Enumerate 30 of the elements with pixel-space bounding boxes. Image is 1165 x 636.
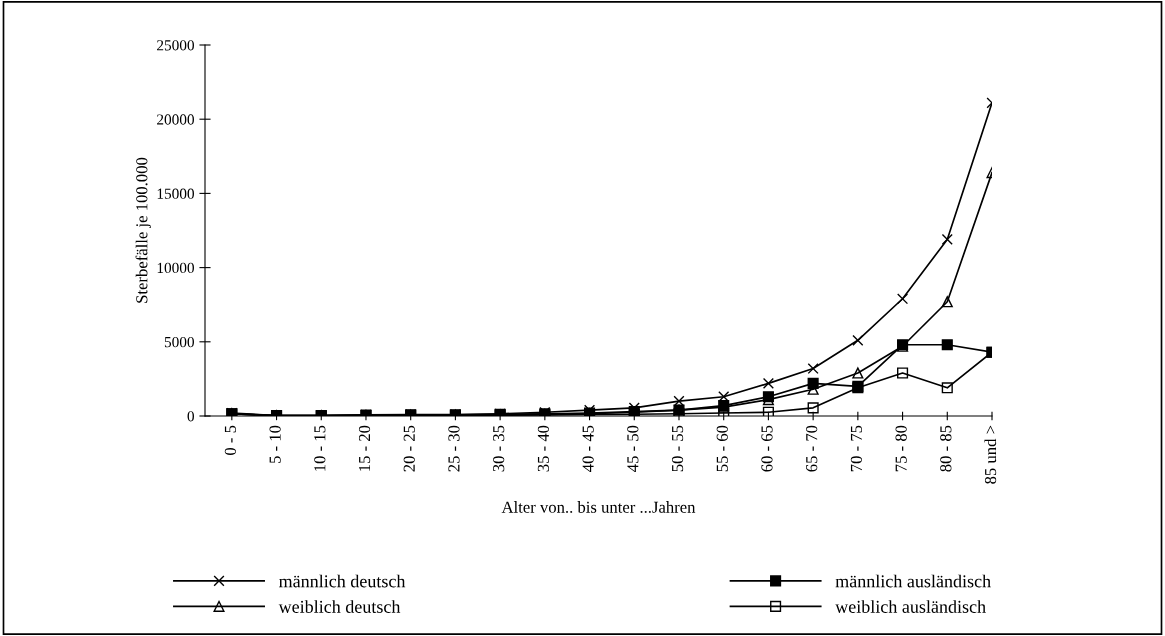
y-tick-label: 5000 bbox=[164, 336, 194, 348]
x-tick-label: 45 - 50 bbox=[627, 425, 639, 472]
y-tick-label: 0 bbox=[187, 411, 194, 422]
x-tick-label: 75 - 80 bbox=[895, 425, 907, 472]
x-tick-label: 55 - 60 bbox=[716, 425, 728, 472]
x-axis-title: Alter von.. bis unter ...Jahren bbox=[501, 501, 696, 513]
x-tick-label: 5 - 10 bbox=[269, 425, 281, 463]
x-tick-label: 25 - 30 bbox=[448, 425, 460, 472]
x-tick-label: 40 - 45 bbox=[582, 425, 594, 472]
x-tick-label: 15 - 20 bbox=[358, 425, 371, 471]
x-tick-label: 80 - 85 bbox=[940, 425, 952, 472]
x-tick-label: 20 - 25 bbox=[403, 425, 415, 472]
y-tick-label: 20000 bbox=[157, 114, 194, 125]
y-axis-title: Sterbefälle je 100.000 bbox=[135, 157, 151, 303]
x-tick-label: 70 - 75 bbox=[850, 425, 863, 472]
x-tick-label: 0 - 5 bbox=[224, 425, 236, 455]
x-tick-label: 35 - 40 bbox=[537, 425, 550, 472]
legend-label: weiblich deutsch bbox=[278, 600, 401, 613]
x-tick-label: 85 und > bbox=[984, 425, 997, 484]
x-tick-label: 10 - 15 bbox=[314, 425, 326, 471]
legend-label: männlich ausländisch bbox=[835, 574, 991, 588]
y-tick-label: 15000 bbox=[157, 188, 194, 199]
legend-label: männlich deutsch bbox=[278, 574, 406, 588]
y-tick-label: 10000 bbox=[157, 262, 194, 274]
x-tick-label: 30 - 35 bbox=[493, 425, 505, 472]
legend-label: weiblich ausländisch bbox=[835, 600, 986, 613]
x-tick-label: 65 - 70 bbox=[806, 425, 818, 472]
x-tick-label: 60 - 65 bbox=[761, 425, 773, 472]
x-tick-label: 50 - 55 bbox=[671, 425, 684, 472]
y-tick-label: 25000 bbox=[157, 40, 194, 51]
